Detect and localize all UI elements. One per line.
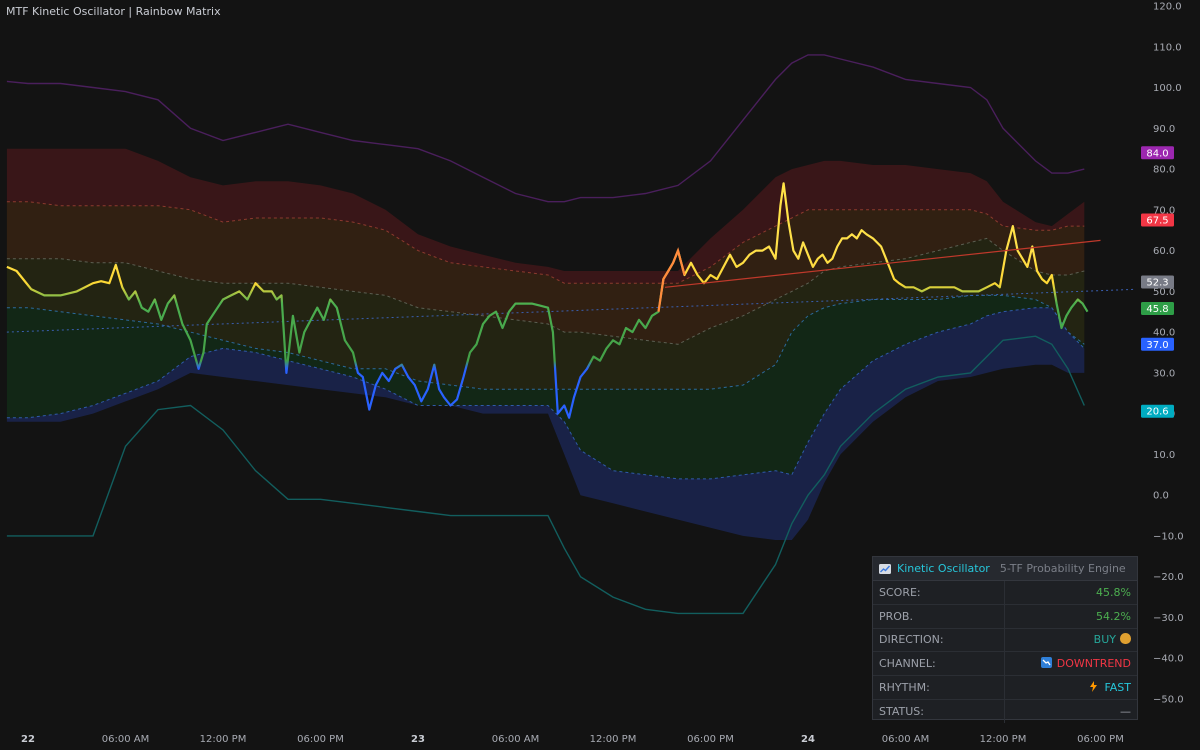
panel-row-value-cell: FAST <box>1005 681 1137 694</box>
panel-row-value: FAST <box>1104 681 1131 695</box>
price-label-box <box>1141 275 1174 289</box>
panel-row-label: DIRECTION: <box>873 628 1005 652</box>
band-lines <box>6 54 1136 615</box>
panel-row-value: 54.2% <box>1096 609 1131 623</box>
panel-row-label: STATUS: <box>873 699 1005 723</box>
panel-row-label: RHYTHM: <box>873 676 1005 699</box>
panel-row: CHANNEL: DOWNTREND <box>873 652 1137 677</box>
y-tick-label: 30.0 <box>1153 368 1175 379</box>
signal-line <box>6 288 1136 333</box>
panel-row: SCORE: 45.8% <box>873 581 1137 605</box>
y-tick-label: 100.0 <box>1153 83 1182 94</box>
blue-line <box>6 307 1085 480</box>
price-label-box <box>1141 213 1174 227</box>
panel-row-label: CHANNEL: <box>873 652 1005 676</box>
chart-down-icon <box>1040 657 1052 669</box>
y-tick-label: −20.0 <box>1153 572 1184 583</box>
price-label-text: 20.6 <box>1146 407 1168 418</box>
panel-row: RHYTHM: FAST <box>873 676 1137 700</box>
panel-row-value-cell: 45.8% <box>1005 586 1137 599</box>
panel-row-value-cell: BUY <box>1005 633 1137 646</box>
x-tick-label: 12:00 PM <box>980 734 1027 745</box>
band-green <box>6 295 1085 479</box>
x-tick-label: 12:00 PM <box>590 734 637 745</box>
panel-title: Kinetic Oscillator <box>897 562 990 575</box>
price-label-box <box>1141 404 1174 418</box>
panel-row-value: DOWNTREND <box>1056 657 1131 671</box>
price-label-box <box>1141 302 1174 315</box>
panel-row-value: 45.8% <box>1096 585 1131 599</box>
panel-row: PROB. 54.2% <box>873 604 1137 629</box>
x-tick-label: 06:00 AM <box>492 734 539 745</box>
y-tick-label: 60.0 <box>1153 246 1175 257</box>
panel-row-value: — <box>1120 704 1131 718</box>
y-tick-label: 50.0 <box>1153 287 1175 298</box>
price-label-text: 67.5 <box>1146 216 1168 227</box>
x-tick-label: 24 <box>801 734 815 745</box>
price-label-text: 52.3 <box>1146 278 1168 289</box>
chart-title: MTF Kinetic Oscillator | Rainbow Matrix <box>6 5 221 18</box>
panel-row-label: SCORE: <box>873 581 1005 604</box>
x-tick-label: 22 <box>21 734 35 745</box>
y-tick-label: 0.0 <box>1153 491 1169 502</box>
outer-bottom-line <box>6 335 1085 615</box>
x-tick-label: 06:00 PM <box>297 734 344 745</box>
x-tick-label: 06:00 AM <box>882 734 929 745</box>
y-tick-label: −30.0 <box>1153 613 1184 624</box>
y-tick-label: 10.0 <box>1153 450 1175 461</box>
y-axis: 120.0 110.0 100.0 90.0 80.0 70.0 60.0 50.0 40.0 3… <box>1153 2 1184 706</box>
panel-row-value-cell: DOWNTREND <box>1005 657 1137 670</box>
y-tick-label: 110.0 <box>1153 42 1182 53</box>
price-label-box <box>1141 146 1174 160</box>
band-red <box>6 148 1085 284</box>
x-axis: 22 06:00 AM 12:00 PM 06:00 PM 23 06:00 AM 12:0… <box>21 734 1124 745</box>
panel-row-value-cell: — <box>1005 705 1137 718</box>
low-mid-line <box>6 294 1085 390</box>
kinetic-oscillator-panel: Kinetic Oscillator 5-TF Probability Engi… <box>872 556 1138 723</box>
panel-row-value-cell: 54.2% <box>1005 610 1137 623</box>
y-tick-label: −50.0 <box>1153 695 1184 706</box>
x-tick-label: 06:00 AM <box>102 734 149 745</box>
panel-row: DIRECTION: BUY <box>873 628 1137 653</box>
band-orange <box>6 201 1085 345</box>
y-tick-label: −40.0 <box>1153 654 1184 665</box>
x-tick-label: 06:00 PM <box>687 734 734 745</box>
y-tick-label: 70.0 <box>1153 205 1175 216</box>
oscillator-orange-segment <box>657 247 686 312</box>
regression-line <box>664 239 1101 288</box>
y-tick-label: 90.0 <box>1153 124 1175 135</box>
lightning-icon <box>1088 681 1099 693</box>
oscillator-series <box>6 182 1101 419</box>
panel-row-value: BUY <box>1093 633 1116 647</box>
band-blue <box>6 307 1085 540</box>
y-tick-label: 40.0 <box>1153 328 1175 339</box>
x-tick-label: 12:00 PM <box>200 734 247 745</box>
y-tick-label: 120.0 <box>1153 2 1182 13</box>
price-label-text: 37.0 <box>1146 340 1168 351</box>
x-tick-label: 23 <box>411 734 425 745</box>
panel-row: STATUS: — <box>873 699 1137 723</box>
chart-line-icon <box>879 563 891 574</box>
x-tick-label: 06:00 PM <box>1077 734 1124 745</box>
y-tick-label: −10.0 <box>1153 531 1184 542</box>
panel-row-label: PROB. <box>873 604 1005 628</box>
price-labels: 84.0 67.5 52.3 45.8 37.0 20.6 <box>1141 146 1174 418</box>
price-label-box <box>1141 337 1174 351</box>
panel-header: Kinetic Oscillator 5-TF Probability Engi… <box>873 557 1137 581</box>
y-tick-label: 80.0 <box>1153 165 1175 176</box>
oscillator-line <box>6 182 1089 419</box>
outer-top-line <box>6 54 1085 203</box>
panel-subtitle: 5-TF Probability Engine <box>999 562 1126 575</box>
price-label-text: 45.8 <box>1146 304 1168 315</box>
money-bag-icon <box>1120 633 1131 645</box>
price-label-text: 84.0 <box>1146 148 1168 159</box>
